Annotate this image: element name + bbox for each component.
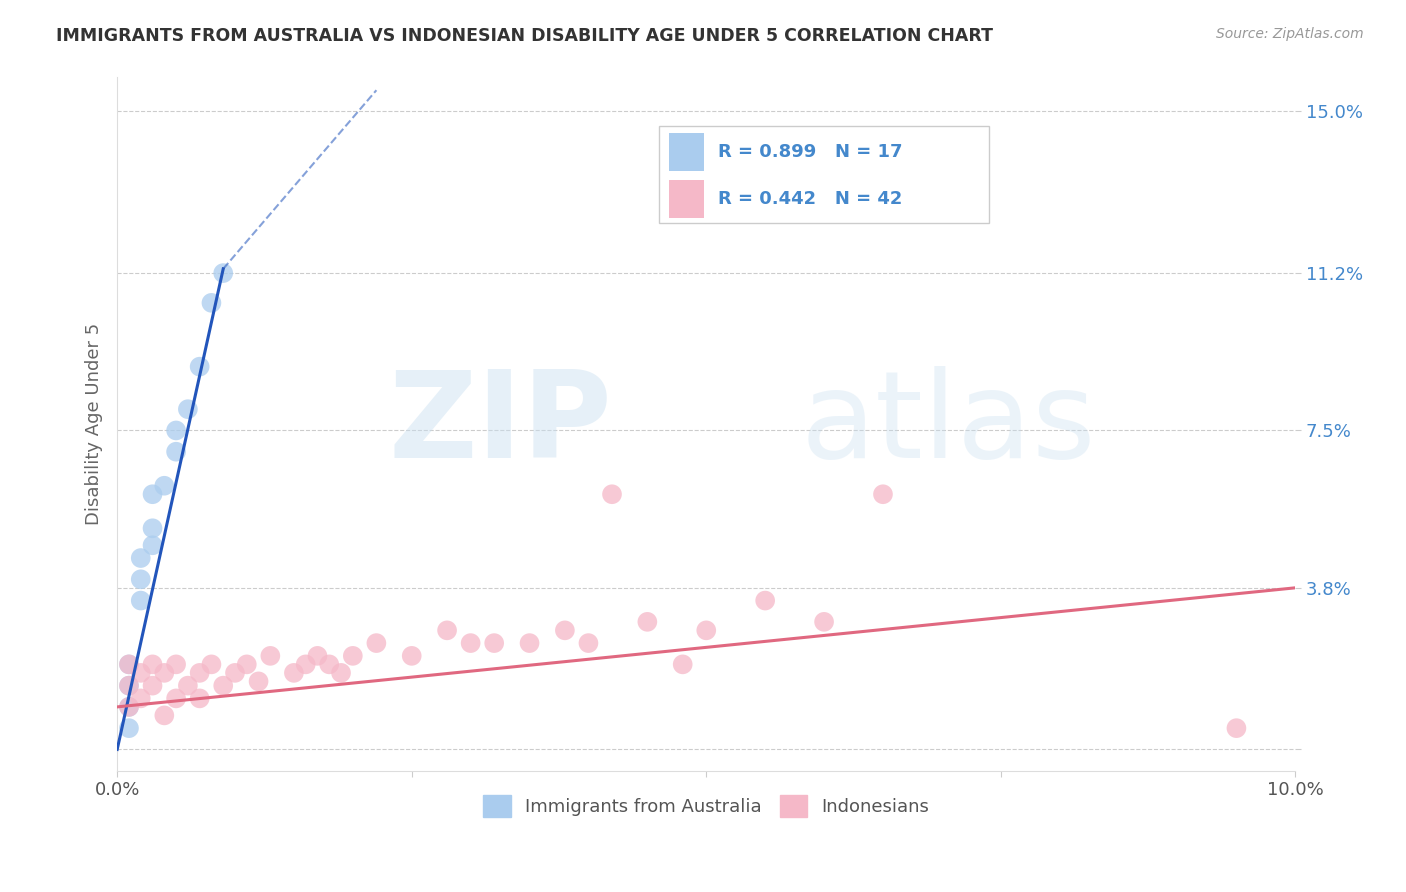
Point <box>129 593 152 607</box>
Point <box>165 444 187 458</box>
Text: R = 0.442   N = 42: R = 0.442 N = 42 <box>718 190 903 208</box>
Point <box>247 674 270 689</box>
Point <box>578 636 600 650</box>
Point <box>436 624 458 638</box>
Point <box>519 636 541 650</box>
Point <box>259 648 281 663</box>
Point <box>401 648 423 663</box>
Legend: Immigrants from Australia, Indonesians: Immigrants from Australia, Indonesians <box>477 788 936 824</box>
Point <box>672 657 695 672</box>
Point <box>177 679 200 693</box>
Point <box>330 665 353 680</box>
Point <box>212 679 235 693</box>
Point <box>141 487 163 501</box>
Point <box>283 665 305 680</box>
Point <box>129 691 152 706</box>
Point <box>224 665 246 680</box>
Text: IMMIGRANTS FROM AUSTRALIA VS INDONESIAN DISABILITY AGE UNDER 5 CORRELATION CHART: IMMIGRANTS FROM AUSTRALIA VS INDONESIAN … <box>56 27 993 45</box>
Point <box>118 679 141 693</box>
Point <box>165 691 187 706</box>
Point <box>118 699 141 714</box>
Point <box>141 538 163 552</box>
Point <box>318 657 340 672</box>
Point <box>165 657 187 672</box>
Point <box>200 657 222 672</box>
Point <box>600 487 623 501</box>
Point <box>129 572 152 586</box>
Point <box>118 699 141 714</box>
Point <box>200 296 222 310</box>
Text: R = 0.899   N = 17: R = 0.899 N = 17 <box>718 144 903 161</box>
Point <box>141 657 163 672</box>
Point <box>342 648 364 663</box>
Point <box>754 593 776 607</box>
Point <box>554 624 576 638</box>
Point <box>872 487 894 501</box>
Point <box>153 708 176 723</box>
Point <box>813 615 835 629</box>
Point <box>118 721 141 735</box>
Point <box>212 266 235 280</box>
Point <box>307 648 329 663</box>
Point <box>188 359 211 374</box>
Text: atlas: atlas <box>800 366 1097 483</box>
Point <box>153 479 176 493</box>
Point <box>177 402 200 417</box>
Point <box>129 665 152 680</box>
Point <box>118 657 141 672</box>
Point <box>236 657 259 672</box>
FancyBboxPatch shape <box>669 179 704 218</box>
Point <box>460 636 482 650</box>
Point <box>695 624 717 638</box>
Point <box>129 551 152 566</box>
FancyBboxPatch shape <box>669 133 704 171</box>
Point <box>188 691 211 706</box>
Point <box>188 665 211 680</box>
Point <box>141 679 163 693</box>
Point <box>636 615 658 629</box>
Point <box>294 657 316 672</box>
Point <box>165 424 187 438</box>
Text: ZIP: ZIP <box>388 366 612 483</box>
Point <box>366 636 388 650</box>
FancyBboxPatch shape <box>659 126 988 223</box>
Point <box>118 657 141 672</box>
Point <box>482 636 505 650</box>
Point <box>1225 721 1247 735</box>
Point <box>118 679 141 693</box>
Y-axis label: Disability Age Under 5: Disability Age Under 5 <box>86 323 103 525</box>
Point <box>153 665 176 680</box>
Text: Source: ZipAtlas.com: Source: ZipAtlas.com <box>1216 27 1364 41</box>
Point <box>141 521 163 535</box>
